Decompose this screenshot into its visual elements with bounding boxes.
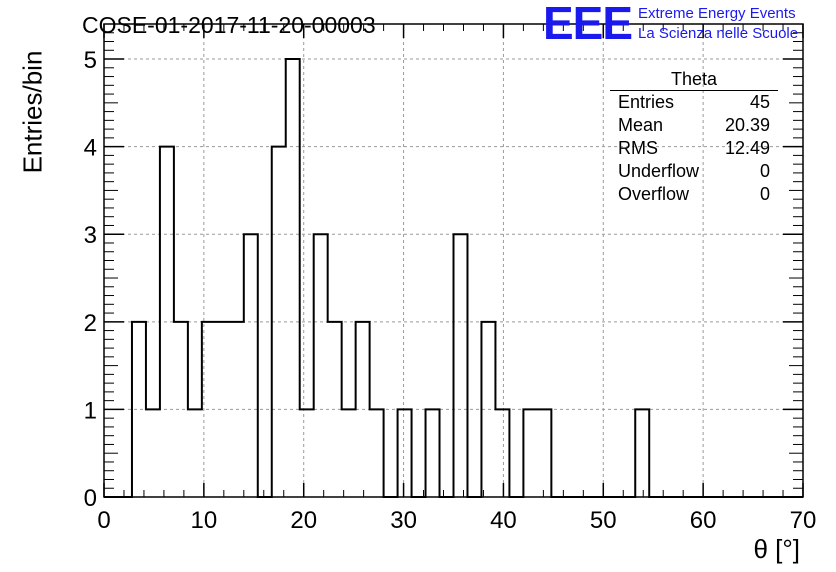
histogram-bin — [370, 409, 384, 497]
y-tick-label: 3 — [84, 222, 97, 249]
x-tick-label: 40 — [490, 507, 517, 534]
histogram-bin — [174, 322, 188, 497]
x-tick-label: 10 — [191, 507, 218, 534]
histogram-bin — [537, 409, 551, 497]
x-axis-label: θ [°] — [753, 534, 800, 564]
y-tick-label: 0 — [84, 485, 97, 512]
stats-value: 0 — [759, 184, 770, 204]
stats-label: Mean — [618, 115, 664, 135]
stats-label: Overflow — [618, 184, 690, 204]
x-tick-label: 0 — [97, 507, 110, 534]
stats-label: Entries — [618, 92, 675, 112]
stats-row-rms: RMS 12.49 — [610, 137, 778, 160]
stats-value: 12.49 — [724, 138, 770, 158]
histogram-bin — [314, 234, 328, 497]
y-axis-label: Entries/bin — [17, 50, 48, 174]
histogram-bin — [523, 409, 537, 497]
x-tick-label: 50 — [590, 507, 617, 534]
stats-title: Theta — [610, 68, 778, 91]
histogram-outline — [104, 58, 803, 498]
stats-box: Theta Entries 45 Mean 20.39 RMS 12.49 Un… — [610, 68, 778, 206]
histogram-bin — [286, 59, 300, 497]
histogram-bin — [426, 409, 440, 497]
x-tick-label: 60 — [690, 507, 717, 534]
logo-line-1: Extreme Energy Events — [638, 5, 796, 22]
stats-row-entries: Entries 45 — [610, 91, 778, 114]
eee-logo: EEE — [543, 0, 633, 49]
stats-value: 45 — [749, 92, 770, 112]
y-tick-label: 1 — [84, 397, 97, 424]
histogram-bin — [300, 409, 314, 497]
stats-value: 20.39 — [724, 115, 770, 135]
y-tick-label: 5 — [84, 47, 97, 74]
stats-row-overflow: Overflow 0 — [610, 183, 778, 206]
histogram-bin — [216, 322, 230, 497]
y-tick-label: 2 — [84, 310, 97, 337]
stats-label: RMS — [618, 138, 658, 158]
x-tick-label: 30 — [390, 507, 417, 534]
stats-label: Underflow — [618, 161, 700, 181]
x-tick-label: 70 — [790, 507, 817, 534]
histogram-bin — [146, 409, 160, 497]
histogram-bin — [454, 234, 468, 497]
stats-value: 0 — [759, 161, 770, 181]
stats-row-underflow: Underflow 0 — [610, 160, 778, 183]
chart-title: COSE-01-2017-11-20-00003 — [82, 12, 376, 38]
histogram-bin — [495, 409, 509, 497]
y-tick-label: 4 — [84, 135, 97, 162]
x-tick-label: 20 — [290, 507, 317, 534]
logo-line-2: La Scienza nelle Scuole — [638, 25, 799, 42]
histogram-bin — [398, 409, 412, 497]
histogram-bin — [244, 234, 258, 497]
stats-row-mean: Mean 20.39 — [610, 114, 778, 137]
histogram-bin — [188, 409, 202, 497]
histogram-bin — [635, 409, 649, 497]
histogram-bin — [342, 409, 356, 497]
